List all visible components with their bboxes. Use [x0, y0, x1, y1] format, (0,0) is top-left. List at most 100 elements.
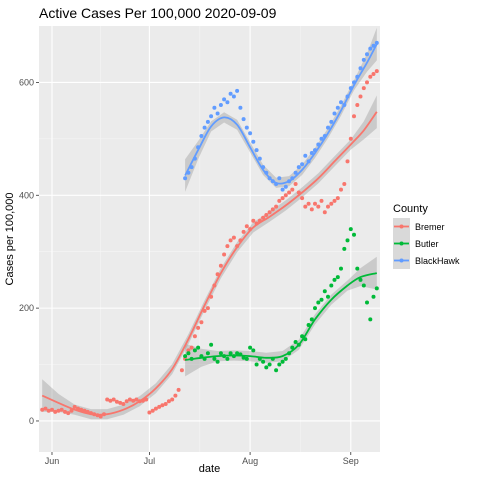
data-point [374, 286, 379, 291]
data-point [361, 86, 366, 91]
data-point [374, 69, 379, 74]
y-tick-label: 400 [19, 190, 34, 200]
data-point [306, 323, 311, 327]
data-point [153, 406, 158, 411]
data-point [345, 238, 350, 243]
data-point [186, 351, 191, 356]
data-point [280, 187, 285, 192]
data-point [176, 387, 181, 392]
data-point [205, 119, 210, 124]
data-point [40, 407, 45, 412]
data-point [105, 397, 110, 402]
x-tick-label: Aug [242, 456, 258, 466]
legend-label: BlackHawk [415, 256, 460, 266]
x-tick-label: Sep [343, 456, 359, 466]
data-point [309, 151, 314, 155]
y-tick-label: 600 [19, 77, 34, 87]
data-point [209, 342, 214, 347]
data-point [261, 215, 266, 220]
data-point [329, 283, 334, 288]
data-point [212, 356, 217, 361]
legend: County Bremer Butler BlackHawk [393, 203, 460, 269]
data-point [251, 218, 256, 223]
data-point [157, 404, 162, 409]
data-point [342, 246, 347, 251]
data-point [222, 97, 227, 102]
legend-label: Bremer [415, 222, 445, 232]
data-point [352, 114, 356, 119]
data-point [358, 94, 363, 99]
data-point [264, 213, 269, 217]
data-point [66, 411, 71, 416]
legend-item: BlackHawk [393, 252, 460, 269]
legend-key-point [399, 258, 404, 263]
data-point [371, 72, 376, 76]
smoothing-bands [42, 27, 377, 420]
data-point [368, 74, 373, 79]
data-point [329, 201, 334, 206]
data-point [254, 148, 259, 153]
y-axis-title: Cases per 100,000 [4, 193, 16, 286]
data-point [228, 238, 233, 243]
data-point [332, 198, 337, 203]
data-point [335, 275, 340, 280]
data-point [329, 119, 334, 124]
data-point [287, 190, 292, 195]
legend-key-point [399, 224, 404, 229]
smoothing-band [185, 256, 377, 377]
data-point [342, 182, 347, 186]
y-tick-label: 200 [19, 303, 34, 313]
data-point [215, 359, 220, 364]
data-point [114, 399, 119, 404]
trend-line [184, 272, 378, 361]
data-point [339, 100, 343, 105]
data-point [313, 306, 317, 311]
data-point [264, 365, 269, 370]
data-point [335, 196, 340, 201]
data-point [274, 204, 279, 209]
data-point [150, 408, 155, 413]
data-point [345, 159, 350, 164]
data-point [322, 289, 327, 294]
data-point [235, 88, 240, 93]
data-point [192, 348, 197, 353]
data-point [241, 355, 246, 360]
minor-gridlines [39, 26, 380, 452]
data-point [244, 125, 249, 130]
x-tick-label: Jun [45, 456, 60, 466]
data-point [231, 94, 236, 99]
data-point [326, 125, 330, 130]
data-point [368, 46, 373, 51]
y-axis: 0 200 400 600 [19, 77, 39, 426]
data-point [218, 103, 223, 107]
data-point [309, 207, 314, 212]
data-point [127, 397, 132, 402]
data-point [361, 57, 366, 62]
chart-title: Active Cases Per 100,000 2020-09-09 [39, 5, 277, 21]
data-point [189, 345, 194, 350]
data-point [277, 362, 282, 367]
data-point [355, 266, 360, 271]
legend-item: Butler [393, 235, 439, 252]
data-point [183, 354, 188, 359]
data-point [225, 244, 230, 249]
data-point [293, 182, 298, 186]
data-point [254, 362, 259, 367]
data-point [368, 317, 373, 322]
data-point [248, 345, 253, 350]
data-point [339, 266, 343, 271]
data-point [335, 105, 340, 110]
data-point [209, 114, 214, 119]
data-point [131, 398, 136, 403]
data-point [322, 210, 327, 215]
data-point [316, 300, 321, 305]
data-point [53, 409, 58, 414]
data-point [290, 345, 295, 350]
data-point [59, 407, 64, 412]
data-point [274, 368, 279, 373]
data-point [267, 362, 272, 367]
data-point [267, 210, 272, 215]
major-gridlines [39, 26, 380, 452]
plot-panel [39, 26, 380, 452]
data-point [215, 111, 220, 116]
